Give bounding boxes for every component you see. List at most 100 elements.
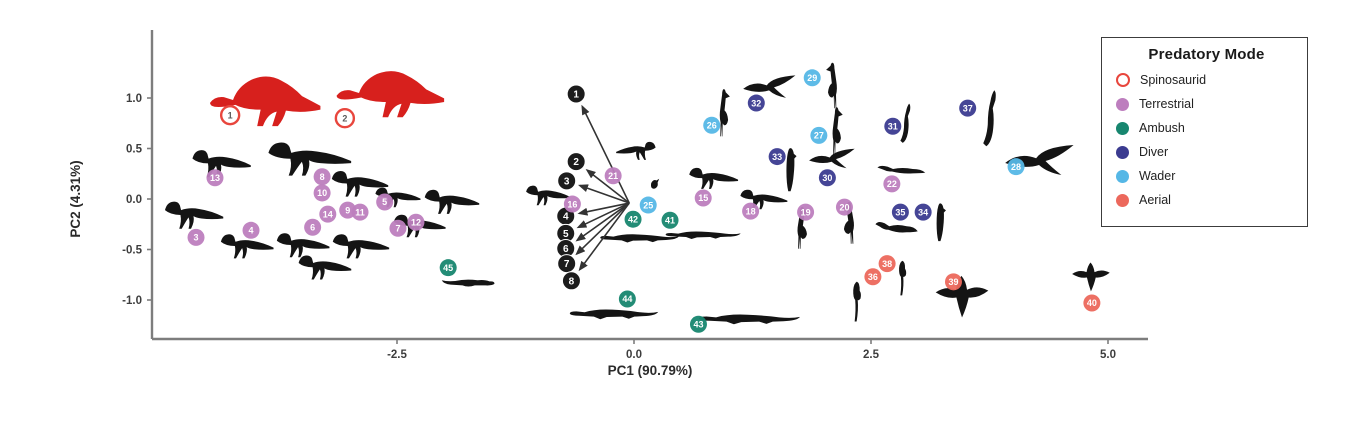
loading-label-number: 3 <box>564 176 570 187</box>
filled-circle-swatch <box>1116 145 1129 159</box>
x-tick-label: 5.0 <box>1100 349 1116 361</box>
legend-item-label: Diver <box>1139 145 1169 159</box>
data-point-39 <box>944 273 962 291</box>
loading-label-number: 4 <box>563 212 569 223</box>
loading-arrow-2 <box>585 169 630 204</box>
y-axis-title: PC2 (4.31%) <box>68 160 83 237</box>
data-point-10 <box>313 184 331 202</box>
data-point-40 <box>1083 294 1101 312</box>
point-number: 27 <box>814 131 824 141</box>
series-terrestrial: 3 4 5 6 7 8 9 10 11 12 13 14 16 21 15 18 19 20 22 <box>187 167 901 246</box>
data-point-19 <box>797 203 815 221</box>
croc-silhouette <box>699 314 801 325</box>
loading-arrow-7 <box>575 202 630 256</box>
flying-bird-silhouette <box>743 75 796 98</box>
data-point-27 <box>810 126 828 144</box>
heron-silhouette <box>826 62 837 109</box>
data-point-5 <box>376 193 394 211</box>
series-aerial: 36 38 39 40 <box>864 255 1101 312</box>
point-number: 16 <box>567 199 577 209</box>
data-point-36 <box>864 268 882 286</box>
theropod-silhouette <box>689 167 739 189</box>
data-point-21 <box>604 167 622 185</box>
loading-arrow-5 <box>576 202 630 229</box>
point-number: 20 <box>839 202 849 212</box>
point-number: 29 <box>807 73 817 83</box>
point-number: 22 <box>887 179 897 189</box>
legend-item-label: Terrestrial <box>1139 97 1194 111</box>
point-number: 2 <box>342 114 347 124</box>
data-point-28 <box>1007 158 1025 176</box>
series-diver: 30 31 32 33 34 35 37 <box>747 94 977 221</box>
perched-bird-silhouette <box>853 281 861 322</box>
data-point-4 <box>242 221 260 239</box>
croc-silhouette <box>569 309 659 320</box>
point-number: 39 <box>948 277 958 287</box>
point-number: 28 <box>1011 162 1021 172</box>
loon-silhouette <box>875 221 918 233</box>
theropod-silhouette <box>298 255 352 280</box>
spinosaur-silhouette <box>336 71 445 118</box>
theropod-silhouette <box>276 233 330 258</box>
loading-arrow-1 <box>581 104 630 204</box>
legend-item-spinosaurid: Spinosaurid <box>1116 73 1297 87</box>
data-point-43 <box>689 315 707 333</box>
point-number: 25 <box>643 200 653 210</box>
point-number: 7 <box>395 223 400 233</box>
legend-item-wader: Wader <box>1116 169 1297 183</box>
point-number: 34 <box>918 207 928 217</box>
predatory-mode-legend: Predatory Mode Spinosaurid Terrestrial Amb… <box>1101 37 1308 227</box>
legend-item-label: Aerial <box>1139 193 1171 207</box>
heron-silhouette <box>832 107 843 155</box>
point-number: 37 <box>963 103 973 113</box>
loading-label-number: 2 <box>573 157 579 168</box>
spinosaur-silhouette <box>210 76 321 127</box>
data-point-6 <box>304 218 322 236</box>
data-point-7 <box>389 219 407 237</box>
legend-item-label: Spinosaurid <box>1140 73 1207 87</box>
data-point-15 <box>694 189 712 207</box>
series-wader: 25 26 27 28 29 <box>639 69 1025 214</box>
theropod-silhouette <box>332 234 390 259</box>
point-number: 6 <box>310 222 315 232</box>
point-number: 18 <box>746 206 756 216</box>
legend-item-ambush: Ambush <box>1116 121 1297 135</box>
filled-circle-swatch <box>1116 193 1129 207</box>
loading-label-circle-1 <box>566 84 586 104</box>
point-number: 12 <box>411 217 421 227</box>
penguin-silhouette <box>936 203 946 242</box>
data-point-42 <box>624 210 642 228</box>
loading-label-number: 1 <box>573 89 579 100</box>
legend-item-diver: Diver <box>1116 145 1297 159</box>
point-number: 35 <box>895 207 905 217</box>
point-number: 13 <box>210 173 220 183</box>
point-number: 43 <box>693 319 703 329</box>
data-point-38 <box>878 255 896 273</box>
point-number: 40 <box>1087 298 1097 308</box>
point-number: 38 <box>882 259 892 269</box>
theropod-silhouette <box>268 142 352 176</box>
data-point-11 <box>351 203 369 221</box>
loading-label-number: 7 <box>564 259 570 270</box>
loon-silhouette <box>877 165 926 174</box>
data-point-16 <box>563 195 581 213</box>
axes-layer: -2.5 0.0 2.5 5.0 1.0 0.5 0.0 -0.5 -1.0 PC1 (90.79… <box>68 30 1148 378</box>
loading-label-circle-3 <box>557 171 577 191</box>
data-point-45 <box>439 259 457 277</box>
data-point-25 <box>639 196 657 214</box>
data-point-2 <box>334 107 356 129</box>
legend-title: Predatory Mode <box>1148 46 1265 63</box>
point-number: 33 <box>772 152 782 162</box>
y-tick-label: 0.5 <box>126 144 143 156</box>
point-number: 32 <box>751 98 761 108</box>
theropod-silhouette <box>616 141 656 160</box>
legend-item-label: Wader <box>1139 169 1176 183</box>
point-number: 36 <box>868 272 878 282</box>
point-number: 14 <box>323 209 333 219</box>
loading-label-number: 5 <box>563 229 569 240</box>
legend-item-label: Ambush <box>1139 121 1185 135</box>
otter-silhouette <box>441 279 495 287</box>
